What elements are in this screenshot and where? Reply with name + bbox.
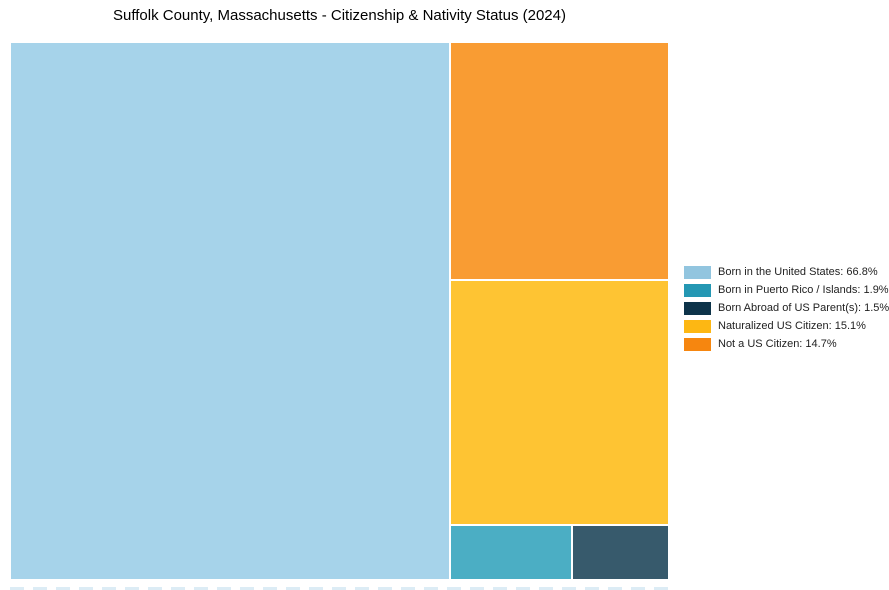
- legend-swatch: [684, 338, 711, 351]
- treemap-cell-born-pr: [450, 524, 573, 580]
- legend-item-born-pr: Born in Puerto Rico / Islands: 1.9%: [684, 284, 889, 297]
- legend: Born in the United States: 66.8% Born in …: [684, 266, 889, 356]
- legend-item-born-abroad: Born Abroad of US Parent(s): 1.5%: [684, 302, 889, 315]
- legend-item-born-us: Born in the United States: 66.8%: [684, 266, 889, 279]
- legend-swatch: [684, 284, 711, 297]
- treemap-cell-not-citizen: [450, 42, 669, 281]
- treemap-cell-born-us: [10, 42, 451, 580]
- treemap-cell-naturalized: [450, 280, 669, 525]
- legend-item-not-citizen: Not a US Citizen: 14.7%: [684, 338, 889, 351]
- legend-label: Naturalized US Citizen: 15.1%: [718, 320, 866, 332]
- legend-item-naturalized: Naturalized US Citizen: 15.1%: [684, 320, 889, 333]
- legend-swatch: [684, 266, 711, 279]
- treemap-cell-born-abroad: [572, 524, 669, 580]
- legend-swatch: [684, 302, 711, 315]
- legend-label: Born in Puerto Rico / Islands: 1.9%: [718, 284, 889, 296]
- legend-label: Born in the United States: 66.8%: [718, 266, 878, 278]
- bottom-dashed-line: [10, 587, 669, 590]
- treemap-canvas: [10, 42, 669, 580]
- legend-swatch: [684, 320, 711, 333]
- chart-title: Suffolk County, Massachusetts - Citizens…: [113, 7, 566, 24]
- legend-label: Not a US Citizen: 14.7%: [718, 338, 837, 350]
- legend-label: Born Abroad of US Parent(s): 1.5%: [718, 302, 889, 314]
